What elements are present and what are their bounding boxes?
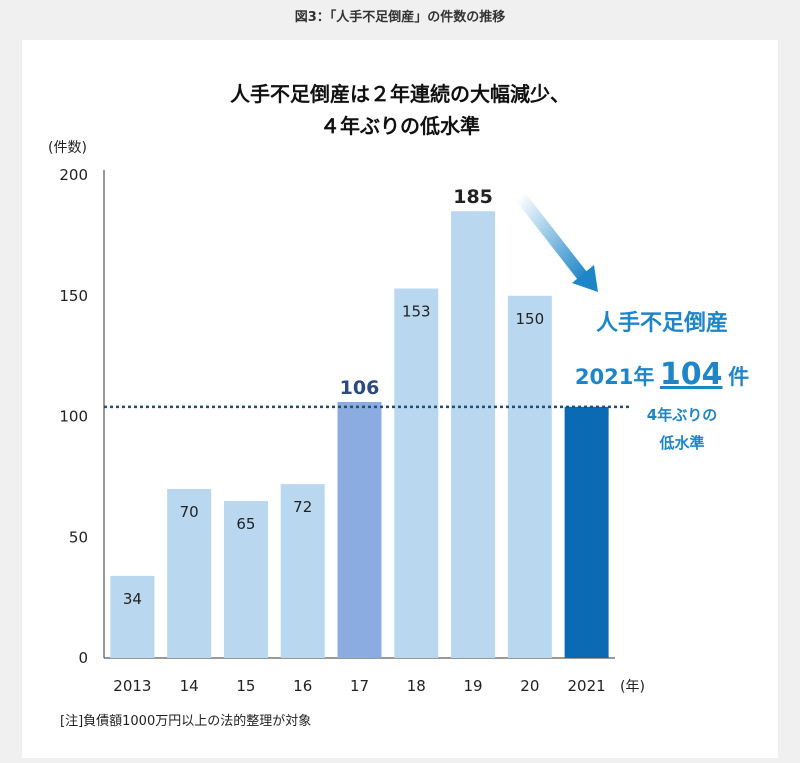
bar-15 <box>223 501 268 658</box>
x-tick-label-2013: 2013 <box>113 677 151 695</box>
trend-arrow-shaft <box>515 192 589 282</box>
bar-20 <box>507 295 552 658</box>
bar-value-label-19: 185 <box>453 186 493 208</box>
footnote: [注]負債額1000万円以上の法的整理が対象 <box>60 714 312 729</box>
annotation-year: 2021年 <box>575 365 654 389</box>
annotation-count-value: 104 <box>660 357 723 392</box>
bar-value-label-15: 65 <box>236 515 255 533</box>
bar-18 <box>394 288 439 658</box>
bar-value-label-2013: 34 <box>123 590 142 608</box>
y-tick-label-4: 200 <box>59 166 88 184</box>
x-tick-label-2021: 2021 <box>568 677 606 695</box>
annotation-subtext-2: 低水準 <box>658 434 704 452</box>
chart-title-line2: ４年ぶりの低水準 <box>320 114 480 138</box>
y-axis-label: (件数) <box>48 140 87 156</box>
bar-value-label-16: 72 <box>293 498 312 516</box>
y-tick-label-1: 50 <box>69 528 88 546</box>
annotation-title: 人手不足倒産 <box>596 310 728 336</box>
bar-17 <box>337 402 382 658</box>
bar-value-label-17: 106 <box>340 377 380 399</box>
bar-2021 <box>564 406 609 658</box>
bar-16 <box>280 484 325 658</box>
annotation-count-unit: 件 <box>728 365 749 389</box>
x-tick-label-18: 18 <box>407 677 426 695</box>
x-tick-label-20: 20 <box>520 677 539 695</box>
x-tick-label-14: 14 <box>180 677 199 695</box>
bar-19 <box>451 211 496 658</box>
bar-value-label-20: 150 <box>516 310 545 328</box>
y-tick-label-3: 150 <box>59 287 88 305</box>
y-tick-label-2: 100 <box>59 408 88 426</box>
figure-caption: 図3：「人手不足倒産」の件数の推移 <box>294 10 506 25</box>
x-tick-label-16: 16 <box>293 677 312 695</box>
x-tick-label-19: 19 <box>464 677 483 695</box>
chart-title-line1: 人手不足倒産は２年連続の大幅減少、 <box>230 82 570 106</box>
annotation-subtext-1: 4年ぶりの <box>647 406 717 424</box>
trend-arrow-head <box>572 265 598 292</box>
x-tick-label-17: 17 <box>350 677 369 695</box>
x-tick-label-15: 15 <box>236 677 255 695</box>
annotation-count-line: 2021年 104 件 <box>575 357 749 392</box>
bar-2013 <box>110 575 155 658</box>
bar-value-label-18: 153 <box>402 303 431 321</box>
bar-value-label-14: 70 <box>180 503 199 521</box>
bar-14 <box>167 488 212 658</box>
y-tick-label-0: 0 <box>78 649 88 667</box>
x-axis-unit-label: (年) <box>620 679 645 695</box>
